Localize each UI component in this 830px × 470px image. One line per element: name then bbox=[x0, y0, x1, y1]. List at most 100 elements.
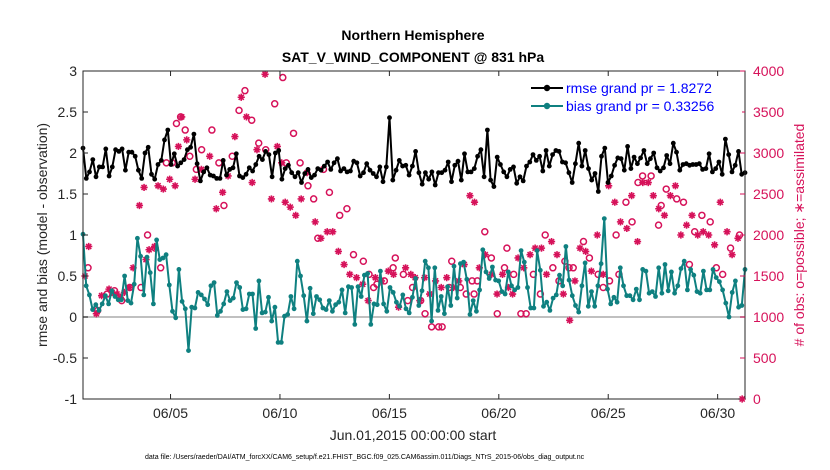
bias-point bbox=[176, 267, 182, 272]
rmse-point bbox=[168, 162, 174, 167]
rmse-point bbox=[325, 159, 330, 165]
obs-assimilated-marker bbox=[154, 182, 162, 190]
rmse-point bbox=[605, 180, 611, 185]
obs-assimilated-marker bbox=[248, 178, 256, 187]
obs-assimilated-marker bbox=[547, 237, 556, 246]
rmse-point bbox=[142, 150, 148, 156]
rmse-point bbox=[423, 170, 428, 176]
obs-possible-marker bbox=[718, 270, 727, 279]
obs-possible-marker bbox=[427, 323, 436, 331]
rmse-point bbox=[279, 176, 285, 182]
rmse-point bbox=[478, 147, 484, 153]
chart-subtitle: SAT_V_WIND_COMPONENT @ 831 hPa bbox=[282, 49, 545, 65]
bias-point bbox=[637, 297, 642, 303]
rmse-point bbox=[136, 167, 141, 173]
rmse-point bbox=[338, 168, 343, 174]
bias-point bbox=[131, 281, 137, 287]
y-axis-right: 0 500 1000 1500 2000 2500 3000 3500 4000 bbox=[740, 63, 784, 407]
obs-assimilated-marker bbox=[421, 274, 429, 282]
bias-point bbox=[442, 311, 447, 317]
obs-assimilated-marker bbox=[166, 175, 174, 183]
bias-point bbox=[151, 301, 156, 307]
bias-point bbox=[589, 289, 594, 294]
rmse-point bbox=[524, 163, 529, 169]
bias-point bbox=[154, 237, 160, 243]
obs-assimilated-marker bbox=[303, 169, 311, 177]
bias-point bbox=[490, 264, 495, 270]
bias-point bbox=[109, 288, 115, 294]
obs-assimilated-marker bbox=[105, 285, 113, 293]
bias-point bbox=[384, 308, 390, 314]
rmse-point bbox=[224, 172, 229, 178]
bias-point bbox=[681, 258, 687, 264]
obs-assimilated-marker bbox=[487, 270, 496, 278]
bias-point bbox=[301, 293, 307, 299]
bias-point bbox=[202, 296, 207, 302]
rmse-point bbox=[514, 180, 520, 186]
rmse-point bbox=[387, 115, 392, 121]
bias-point bbox=[739, 303, 745, 308]
obs-assimilated-marker bbox=[616, 218, 625, 226]
obs-possible-marker bbox=[654, 221, 663, 229]
rmse-series bbox=[80, 115, 748, 194]
obs-possible-marker bbox=[289, 129, 298, 138]
bias-point bbox=[119, 297, 124, 303]
obs-possible-marker bbox=[254, 139, 263, 147]
obs-assimilated-marker bbox=[576, 244, 584, 252]
obs-assimilated-marker bbox=[734, 234, 742, 242]
obs-possible-marker bbox=[220, 201, 228, 210]
obs-possible-marker bbox=[325, 188, 334, 197]
obs-assimilated-marker bbox=[273, 142, 281, 151]
bias-point bbox=[608, 301, 614, 307]
obs-assimilated-marker bbox=[329, 228, 337, 236]
obs-assimilated-marker bbox=[286, 203, 294, 211]
bias-point bbox=[563, 244, 569, 249]
rmse-point bbox=[403, 162, 409, 168]
legend-box bbox=[527, 76, 742, 114]
bias-point bbox=[486, 276, 492, 281]
obs-assimilated-marker bbox=[197, 165, 205, 173]
obs-assimilated-marker bbox=[710, 241, 719, 249]
obs-possible-marker bbox=[208, 126, 216, 134]
bias-point bbox=[160, 255, 166, 261]
rmse-point bbox=[429, 169, 435, 175]
obs-assimilated-marker bbox=[278, 159, 286, 167]
y-right-tick-label: 2500 bbox=[753, 186, 784, 202]
obs-possible-marker bbox=[470, 290, 478, 298]
rmse-point bbox=[191, 131, 197, 137]
bias-point bbox=[410, 294, 415, 300]
rmse-point bbox=[201, 169, 207, 175]
obs-assimilated-marker bbox=[628, 192, 636, 200]
obs-possible-marker bbox=[579, 237, 588, 246]
rmse-point bbox=[302, 171, 308, 176]
obs-possible-marker bbox=[434, 323, 443, 331]
bias-point bbox=[566, 277, 572, 283]
bias-point bbox=[595, 283, 601, 289]
obs-assimilated-marker bbox=[323, 228, 331, 236]
rmse-point bbox=[485, 127, 490, 133]
bias-point bbox=[224, 289, 230, 294]
bias-point bbox=[726, 314, 732, 320]
bias-point bbox=[547, 308, 553, 313]
rmse-point bbox=[729, 169, 735, 175]
rmse-point bbox=[602, 145, 608, 151]
obs-assimilated-marker bbox=[587, 267, 595, 275]
bias-point bbox=[432, 265, 438, 271]
y-tick-label: 0.5 bbox=[58, 268, 78, 284]
rmse-point bbox=[380, 179, 386, 185]
bias-point bbox=[665, 288, 671, 294]
bias-point bbox=[234, 280, 239, 285]
rmse-point bbox=[481, 174, 487, 180]
obs-assimilated-marker bbox=[677, 231, 685, 239]
obs-assimilated-marker bbox=[191, 175, 199, 183]
obs-assimilated-marker bbox=[371, 274, 379, 282]
rmse-point bbox=[703, 166, 709, 172]
obs-possible-marker bbox=[335, 211, 344, 220]
rmse-point bbox=[432, 182, 438, 188]
rmse-point bbox=[250, 168, 256, 174]
obs-possible-marker bbox=[487, 254, 496, 262]
obs-possible-marker bbox=[438, 323, 446, 331]
rmse-point bbox=[670, 140, 676, 146]
obs-possible-marker bbox=[421, 309, 429, 318]
